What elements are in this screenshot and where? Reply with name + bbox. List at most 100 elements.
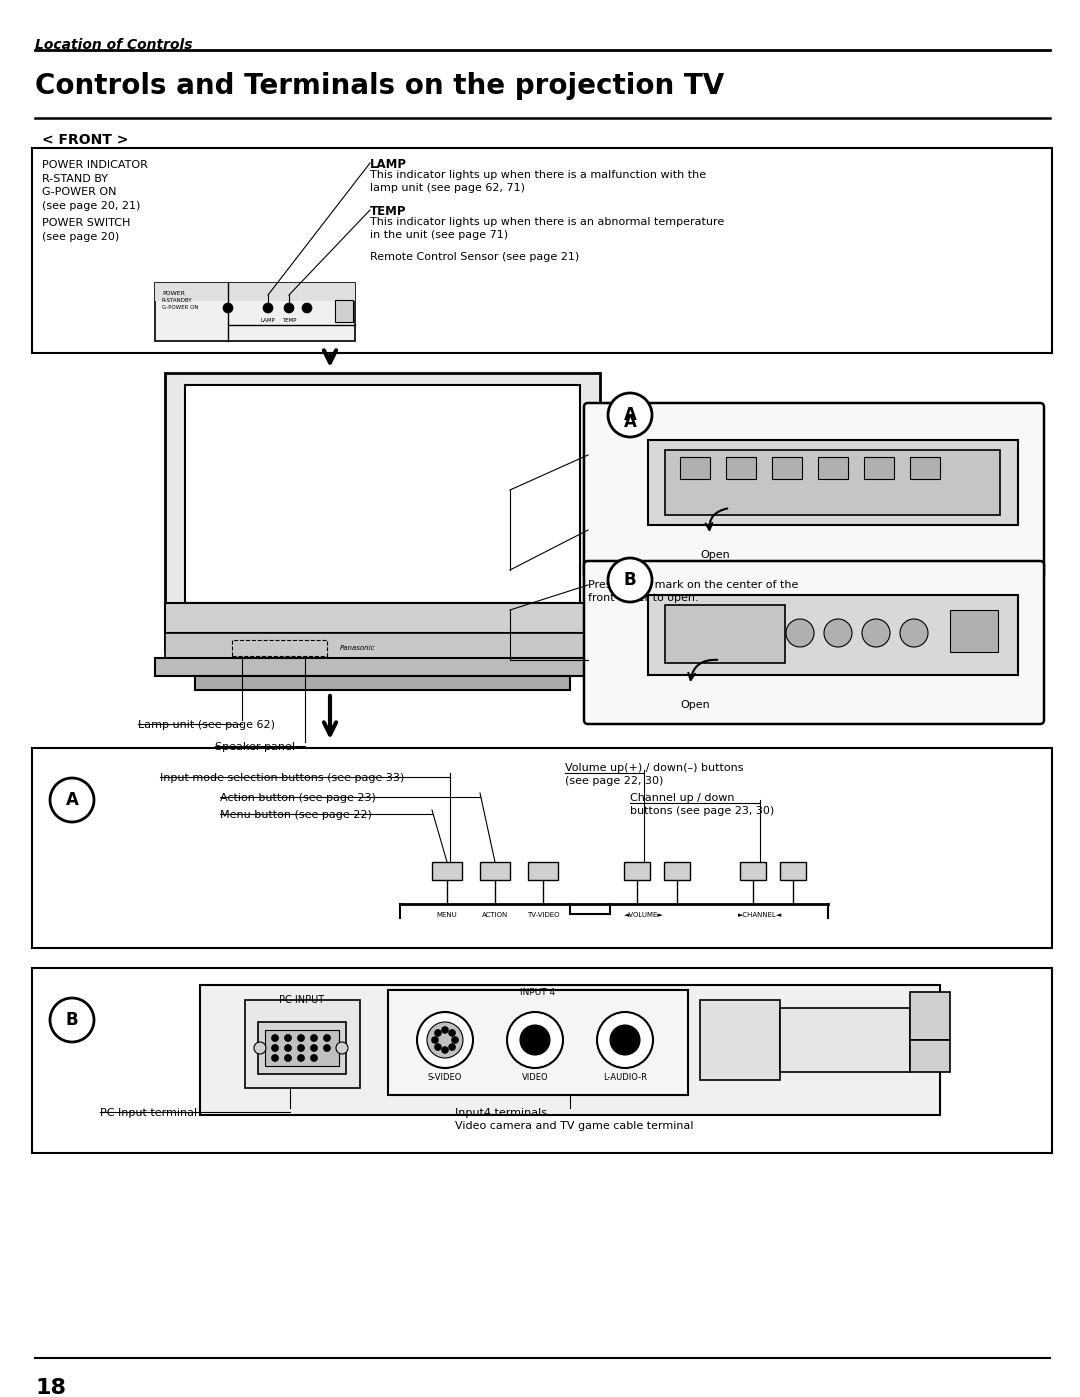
Bar [480, 862, 510, 880]
Text: 18: 18 [35, 1377, 66, 1397]
Bar [780, 1009, 910, 1071]
Circle shape [222, 303, 233, 313]
Text: L-AUDIO-R: L-AUDIO-R [603, 1073, 647, 1083]
Bar [624, 862, 650, 880]
Circle shape [862, 619, 890, 647]
Circle shape [271, 1035, 279, 1042]
FancyBboxPatch shape [584, 562, 1044, 724]
Bar [265, 1030, 339, 1066]
Text: Menu button (see page 22): Menu button (see page 22) [220, 810, 372, 820]
Text: Input mode selection buttons (see page 33): Input mode selection buttons (see page 3… [160, 773, 404, 782]
Circle shape [311, 1035, 318, 1042]
Text: A: A [623, 414, 636, 432]
Text: A: A [66, 791, 79, 809]
Bar [665, 450, 1000, 515]
Bar [200, 985, 940, 1115]
Text: S-VIDEO: S-VIDEO [428, 1073, 462, 1083]
Text: TEMP: TEMP [282, 319, 296, 323]
Bar [818, 457, 848, 479]
Bar [648, 595, 1018, 675]
Text: R-STANDBY: R-STANDBY [162, 298, 192, 303]
Bar [910, 992, 950, 1039]
Text: Speaker panel: Speaker panel [215, 742, 295, 752]
Bar [780, 862, 806, 880]
Bar [700, 1000, 780, 1080]
Circle shape [324, 1045, 330, 1052]
Bar [726, 457, 756, 479]
Circle shape [284, 303, 294, 313]
Bar [232, 640, 327, 657]
Circle shape [264, 303, 273, 313]
Circle shape [311, 1045, 318, 1052]
Circle shape [519, 1025, 550, 1055]
Text: Action button (see page 23): Action button (see page 23) [220, 793, 376, 803]
Circle shape [434, 1044, 442, 1051]
Bar [950, 610, 998, 652]
Circle shape [597, 1011, 653, 1067]
Circle shape [448, 1030, 456, 1037]
Circle shape [297, 1045, 305, 1052]
Bar [165, 633, 600, 658]
Text: Open: Open [680, 700, 710, 710]
Circle shape [297, 1035, 305, 1042]
Text: ◄VOLUME►: ◄VOLUME► [624, 912, 664, 918]
Circle shape [284, 1055, 292, 1062]
Text: Volume up(+) / down(–) buttons
(see page 22, 30): Volume up(+) / down(–) buttons (see page… [565, 763, 743, 785]
Circle shape [302, 303, 312, 313]
Circle shape [311, 1055, 318, 1062]
Bar [32, 968, 1052, 1153]
Text: B: B [66, 1011, 79, 1030]
Text: Channel up / down
buttons (see page 23, 30): Channel up / down buttons (see page 23, … [630, 793, 774, 816]
Circle shape [324, 1035, 330, 1042]
Circle shape [451, 1037, 459, 1044]
Text: B: B [623, 571, 636, 590]
Bar [388, 990, 688, 1095]
Bar [648, 440, 1018, 525]
Text: Location of Controls: Location of Controls [35, 38, 192, 52]
Text: PC Input terminal: PC Input terminal [100, 1108, 198, 1118]
FancyBboxPatch shape [584, 402, 1044, 578]
Bar [258, 1023, 346, 1074]
Bar [335, 300, 353, 321]
Circle shape [432, 1037, 438, 1044]
Text: MENU: MENU [436, 912, 457, 918]
Text: POWER SWITCH
(see page 20): POWER SWITCH (see page 20) [42, 218, 131, 242]
Text: LAMP: LAMP [260, 319, 275, 323]
Bar [680, 457, 710, 479]
Circle shape [254, 1042, 266, 1053]
Bar [664, 862, 690, 880]
Bar [165, 373, 600, 651]
Text: This indicator lights up when there is an abnormal temperature
in the unit (see : This indicator lights up when there is a… [370, 217, 725, 240]
Circle shape [442, 1046, 448, 1053]
Text: POWER: POWER [162, 291, 185, 296]
Circle shape [434, 1030, 442, 1037]
Text: < FRONT >: < FRONT > [42, 133, 129, 147]
Text: ACTION: ACTION [482, 912, 508, 918]
Circle shape [284, 1045, 292, 1052]
Bar [195, 676, 570, 690]
Circle shape [50, 997, 94, 1042]
Text: ►CHANNEL◄: ►CHANNEL◄ [738, 912, 782, 918]
Bar [32, 148, 1052, 353]
Text: Press the ▲ mark on the center of the
front cover to open.: Press the ▲ mark on the center of the fr… [588, 580, 798, 602]
Text: A: A [623, 407, 636, 425]
Bar [156, 658, 610, 676]
Circle shape [786, 619, 814, 647]
Circle shape [824, 619, 852, 647]
Text: PC INPUT: PC INPUT [280, 995, 325, 1004]
Circle shape [417, 1011, 473, 1067]
Bar [772, 457, 802, 479]
Text: TV-VIDEO: TV-VIDEO [527, 912, 559, 918]
Text: LAMP: LAMP [370, 158, 407, 170]
Bar [864, 457, 894, 479]
Bar [910, 1039, 950, 1071]
Circle shape [271, 1055, 279, 1062]
Bar [156, 284, 355, 300]
Circle shape [448, 1044, 456, 1051]
Circle shape [442, 1027, 448, 1034]
Circle shape [284, 1035, 292, 1042]
Circle shape [427, 1023, 463, 1058]
Circle shape [50, 778, 94, 821]
Bar [165, 604, 600, 633]
Bar [185, 386, 580, 604]
